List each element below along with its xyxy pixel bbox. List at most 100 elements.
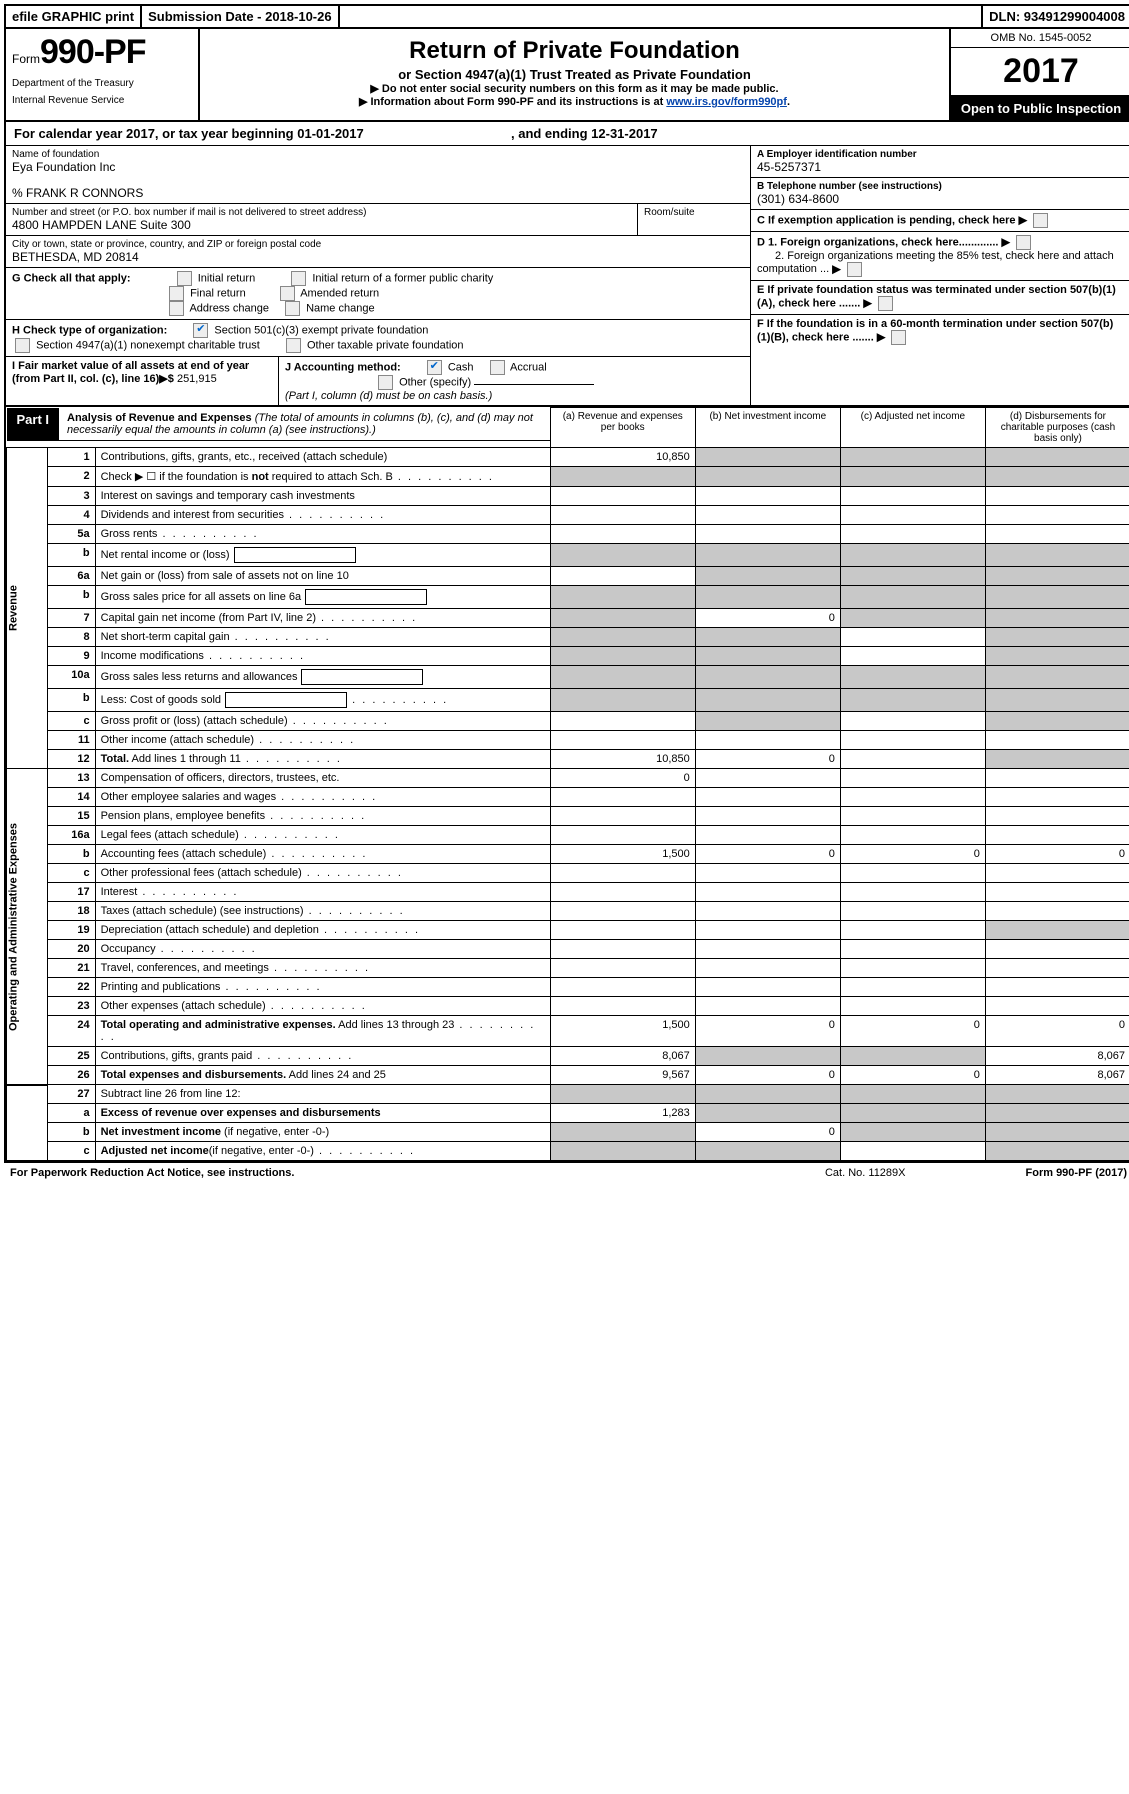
chk-name-change[interactable] [285,301,300,316]
amount-cell: 0 [695,1066,840,1085]
instructions-link[interactable]: www.irs.gov/form990pf [666,96,787,108]
tel-label: B Telephone number (see instructions) [757,181,1125,192]
line-description: Subtract line 26 from line 12: [95,1085,550,1104]
amount-cell [840,448,985,467]
table-row: cOther professional fees (attach schedul… [7,864,1129,883]
ein-label: A Employer identification number [757,149,1125,160]
top-bar: efile GRAPHIC print Submission Date - 20… [6,6,1129,29]
amount-cell [840,1142,985,1161]
line-description: Net gain or (loss) from sale of assets n… [95,567,550,586]
amount-cell [840,940,985,959]
table-row: 27Subtract line 26 from line 12: [7,1085,1129,1104]
line-number: c [47,864,95,883]
amount-cell [840,769,985,788]
chk-cash[interactable] [427,360,442,375]
amount-cell [550,487,695,506]
chk-501c3[interactable] [193,323,208,338]
table-row: bGross sales price for all assets on lin… [7,586,1129,609]
amount-cell [985,586,1129,609]
amount-cell [550,788,695,807]
col-b-header: (b) Net investment income [695,408,840,448]
chk-4947[interactable] [15,338,30,353]
line-number: 9 [47,647,95,666]
dept-irs: Internal Revenue Service [12,95,192,106]
line-description: Contributions, gifts, grants, etc., rece… [95,448,550,467]
amount-cell [985,807,1129,826]
amount-cell [985,1104,1129,1123]
chk-foreign-org[interactable] [1016,235,1031,250]
tel-value: (301) 634-8600 [757,192,1125,206]
amount-cell: 8,067 [550,1047,695,1066]
chk-address-change[interactable] [169,301,184,316]
submission-date: Submission Date - 2018-10-26 [142,6,340,27]
chk-initial-return[interactable] [177,271,192,286]
chk-exemption-pending[interactable] [1033,213,1048,228]
line-number: 17 [47,883,95,902]
foundation-name: Eya Foundation Inc [12,160,744,174]
amount-cell [985,487,1129,506]
chk-status-terminated[interactable] [878,296,893,311]
table-row: cGross profit or (loss) (attach schedule… [7,712,1129,731]
amount-cell: 0 [985,845,1129,864]
chk-other-taxable[interactable] [286,338,301,353]
line-number: a [47,1104,95,1123]
amount-cell [695,467,840,487]
form-number: Form990-PF [12,33,192,72]
table-row: 16aLegal fees (attach schedule) [7,826,1129,845]
amount-cell [550,940,695,959]
amount-cell [840,467,985,487]
amount-cell [985,921,1129,940]
amount-cell [695,487,840,506]
table-row: 21Travel, conferences, and meetings [7,959,1129,978]
amount-cell [985,567,1129,586]
chk-foreign-85[interactable] [847,262,862,277]
line-description: Gross rents [95,525,550,544]
chk-amended[interactable] [280,286,295,301]
line-number: b [47,544,95,567]
amount-cell [985,544,1129,567]
amount-cell [695,1047,840,1066]
j-note: (Part I, column (d) must be on cash basi… [285,390,492,402]
amount-cell [695,769,840,788]
form-title: Return of Private Foundation [208,37,941,65]
amount-cell [695,1104,840,1123]
open-to-public: Open to Public Inspection [951,97,1129,120]
amount-cell: 10,850 [550,448,695,467]
chk-initial-former[interactable] [291,271,306,286]
efile-print-button[interactable]: efile GRAPHIC print [6,6,142,27]
amount-cell [840,997,985,1016]
calendar-year-row: For calendar year 2017, or tax year begi… [6,122,1129,146]
amount-cell [840,609,985,628]
line-number: 1 [47,448,95,467]
table-row: aExcess of revenue over expenses and dis… [7,1104,1129,1123]
chk-60-month[interactable] [891,330,906,345]
amount-cell [985,750,1129,769]
chk-other-method[interactable] [378,375,393,390]
table-row: 26Total expenses and disbursements. Add … [7,1066,1129,1085]
chk-final-return[interactable] [169,286,184,301]
amount-cell [840,731,985,750]
amount-cell [695,1142,840,1161]
amount-cell [695,788,840,807]
table-row: 7Capital gain net income (from Part IV, … [7,609,1129,628]
dln: DLN: 93491299004008 [983,6,1129,27]
chk-accrual[interactable] [490,360,505,375]
line-number: 6a [47,567,95,586]
table-row: 23Other expenses (attach schedule) [7,997,1129,1016]
line-number: 26 [47,1066,95,1085]
amount-cell [695,586,840,609]
amount-cell [840,628,985,647]
amount-cell [985,467,1129,487]
line-description: Less: Cost of goods sold [95,689,550,712]
amount-cell [550,467,695,487]
amount-cell [550,689,695,712]
amount-cell [550,712,695,731]
table-row: 19Depreciation (attach schedule) and dep… [7,921,1129,940]
line-number: 24 [47,1016,95,1047]
amount-cell [985,1142,1129,1161]
line-number: 18 [47,902,95,921]
table-row: 25Contributions, gifts, grants paid8,067… [7,1047,1129,1066]
line-description: Gross profit or (loss) (attach schedule) [95,712,550,731]
amount-cell [985,864,1129,883]
amount-cell [985,1085,1129,1104]
